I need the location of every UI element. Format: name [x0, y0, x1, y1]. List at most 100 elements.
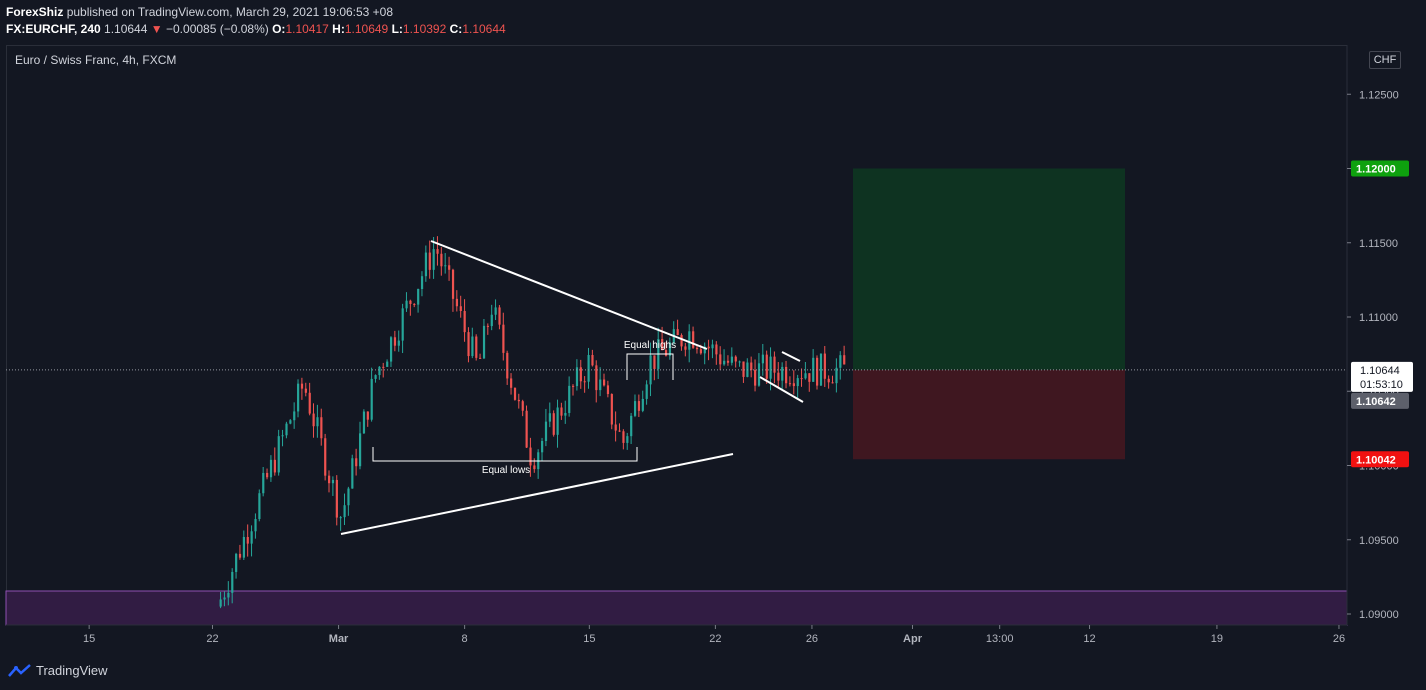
candle-body: [374, 375, 377, 379]
candle-body: [258, 493, 261, 520]
candle-body: [684, 346, 687, 350]
currency-button[interactable]: CHF: [1369, 51, 1401, 69]
low-label: L:: [391, 22, 403, 36]
equal-highs-bracket: [626, 353, 674, 380]
candle-body: [703, 346, 706, 354]
candle-body: [517, 399, 520, 402]
change-value: −0.00085 (−0.08%): [166, 22, 269, 36]
candle-body: [289, 420, 292, 424]
publish-info: ForexShiz published on TradingView.com, …: [6, 5, 393, 19]
author-name[interactable]: ForexShiz: [6, 5, 64, 19]
candle-body: [506, 352, 509, 379]
candle-body: [238, 553, 242, 558]
candle-body: [707, 346, 710, 349]
candle-body: [699, 349, 703, 354]
candle-body: [525, 410, 528, 448]
candle-body: [405, 300, 408, 309]
candle-body: [533, 465, 536, 470]
candle-body: [521, 401, 524, 411]
candle-body: [695, 347, 699, 350]
candle-body: [785, 366, 788, 384]
candle-body: [510, 378, 513, 388]
candle-body: [378, 366, 381, 376]
candle-body: [432, 249, 435, 270]
candle-body: [409, 300, 412, 304]
candle-body: [498, 307, 501, 325]
candle-body: [614, 424, 617, 431]
candle-body: [417, 289, 420, 305]
profit-zone: [853, 168, 1125, 370]
candle-body: [347, 488, 350, 506]
last-price-tag: [1351, 392, 1409, 409]
candle-body: [680, 335, 683, 347]
candle-body: [475, 336, 478, 358]
x-tick-label: 26: [1333, 633, 1345, 645]
candle-body: [726, 360, 730, 363]
candle-body: [250, 531, 253, 544]
candle-body: [366, 411, 369, 420]
candle-body: [401, 308, 404, 341]
flag-lower-line: [759, 376, 804, 403]
candle-body: [765, 354, 768, 379]
target-price-label: 1.12000: [1356, 164, 1396, 176]
y-tick-label: 1.12500: [1359, 89, 1399, 101]
candle-body: [649, 355, 652, 385]
candle-body: [564, 412, 567, 416]
candle-body: [436, 249, 439, 254]
candle-body: [308, 392, 311, 414]
bar-countdown-label: 01:53:10: [1360, 379, 1403, 391]
candle-body: [324, 438, 327, 476]
candle-body: [490, 314, 493, 327]
candle-body: [304, 388, 307, 393]
candle-body: [355, 458, 358, 467]
candle-body: [339, 517, 342, 519]
candle-body: [471, 336, 474, 357]
candle-body: [742, 361, 745, 377]
candle-body: [397, 340, 400, 346]
stop-price-tag: [1351, 451, 1409, 468]
y-tick-label: 1.09500: [1359, 535, 1399, 547]
current-price-label: 1.10644: [1360, 365, 1400, 377]
candle-body: [835, 367, 838, 384]
candle-body: [796, 378, 799, 387]
candle-body: [754, 369, 757, 386]
candle-body: [610, 394, 613, 425]
candle-body: [382, 366, 385, 368]
candle-body: [544, 421, 548, 442]
candle-body: [254, 519, 257, 532]
y-tick-label: 1.11000: [1359, 312, 1398, 324]
candle-body: [227, 592, 230, 598]
candle-body: [591, 354, 594, 366]
candle-body: [444, 265, 447, 267]
candle-body: [622, 431, 625, 443]
target-price-tag: [1351, 160, 1409, 177]
candle-body: [358, 433, 362, 467]
candle-body: [320, 417, 323, 439]
candle-body: [463, 310, 466, 333]
tradingview-brand[interactable]: TradingView: [8, 663, 108, 678]
candle-body: [676, 329, 679, 336]
candle-body: [630, 415, 633, 437]
candle-body: [269, 459, 273, 478]
series-legend: Euro / Swiss Franc, 4h, FXCM: [15, 53, 177, 67]
x-tick-label: 15: [583, 633, 595, 645]
last-price: 1.10644: [104, 22, 148, 36]
x-tick-label: Mar: [329, 633, 349, 645]
candle-body: [839, 355, 842, 368]
candle-body: [637, 401, 641, 411]
candle-body: [633, 401, 637, 416]
candle-body: [843, 355, 846, 365]
upper-trendline: [430, 240, 708, 350]
candle-body: [420, 276, 424, 290]
x-tick-label: 15: [83, 633, 95, 645]
candle-body: [572, 385, 575, 387]
candle-body: [393, 337, 397, 346]
open-label: O:: [272, 22, 286, 36]
equal-lows-label: Equal lows: [482, 465, 530, 476]
candle-body: [440, 253, 443, 267]
candle-body: [688, 331, 691, 350]
candle-body: [300, 383, 304, 389]
candle-body: [661, 339, 664, 351]
published-text: published on TradingView.com, March 29, …: [63, 5, 394, 19]
